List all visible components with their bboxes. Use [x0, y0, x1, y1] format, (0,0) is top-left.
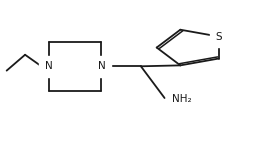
Text: NH₂: NH₂ [172, 95, 192, 105]
Text: N: N [45, 61, 53, 71]
Text: S: S [215, 31, 222, 41]
Text: N: N [98, 61, 105, 71]
